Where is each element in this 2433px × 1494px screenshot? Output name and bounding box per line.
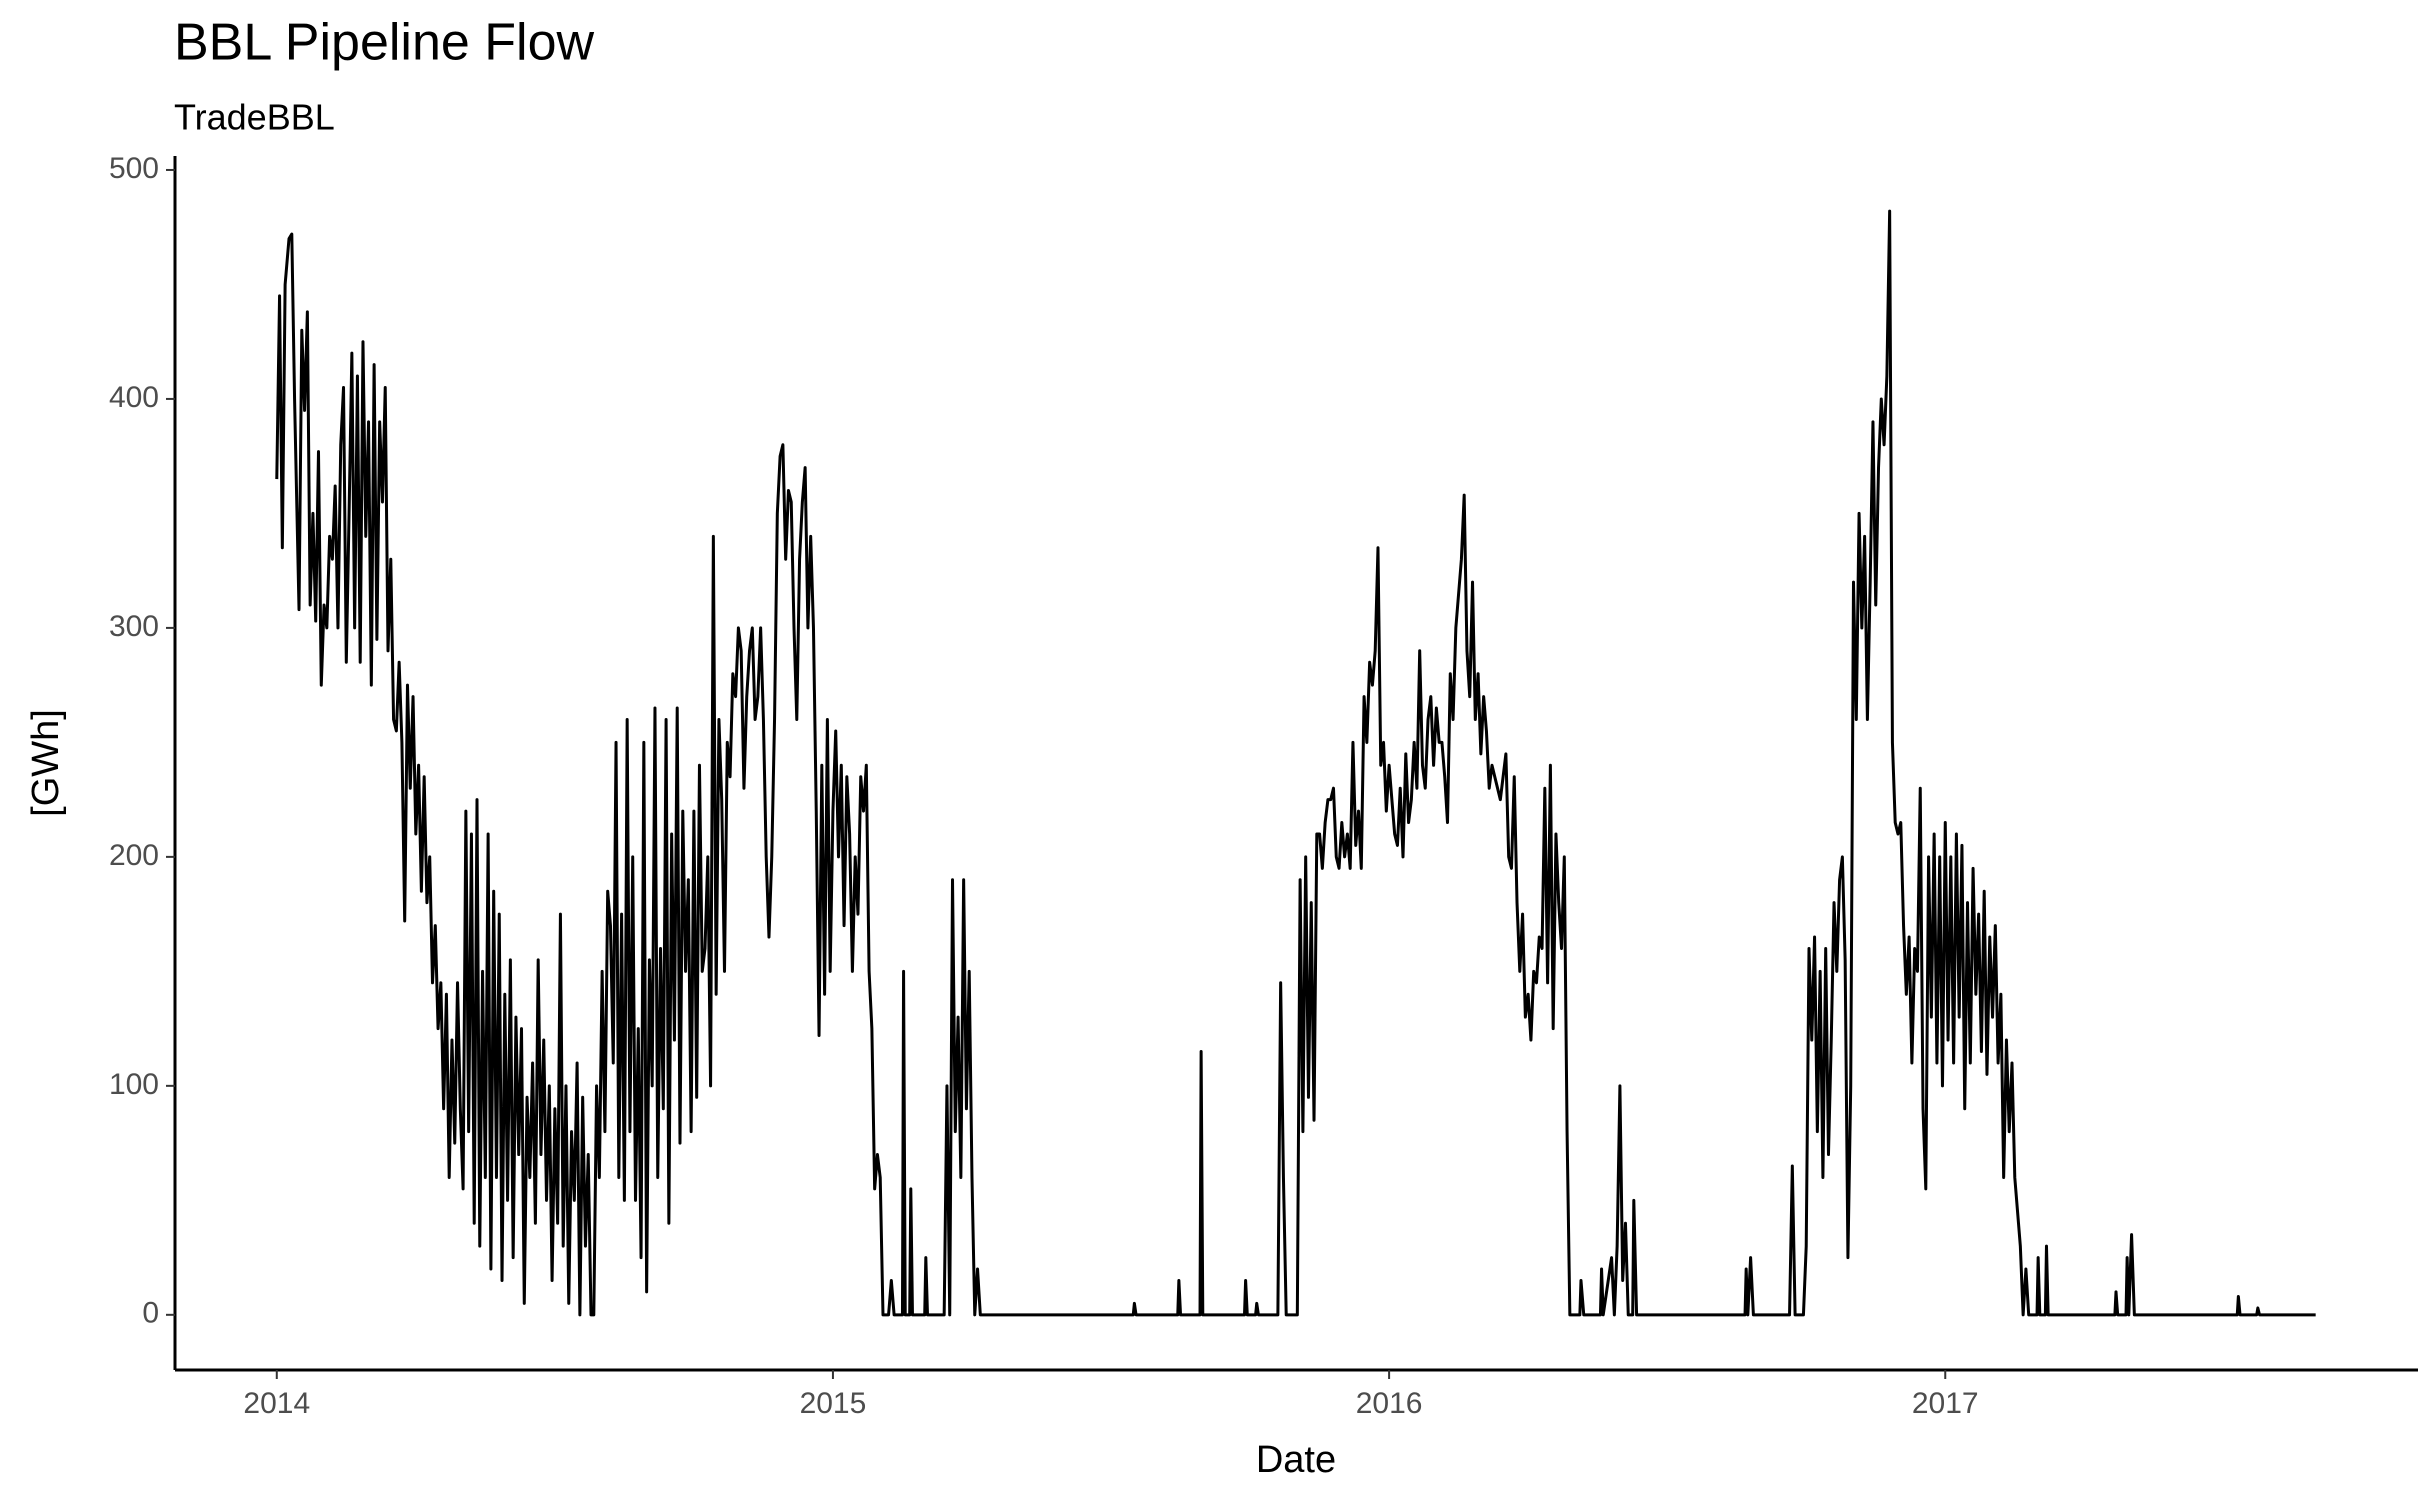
x-tick-label: 2014 bbox=[243, 1387, 310, 1420]
y-tick-label: 100 bbox=[109, 1068, 159, 1101]
x-tick-label: 2015 bbox=[800, 1387, 867, 1420]
y-tick-label: 200 bbox=[109, 839, 159, 872]
chart-subtitle: TradeBBL bbox=[174, 97, 335, 138]
chart-title: BBL Pipeline Flow bbox=[174, 14, 595, 72]
y-tick-label: 500 bbox=[109, 152, 159, 185]
x-tick-label: 2017 bbox=[1912, 1387, 1979, 1420]
x-axis-title: Date bbox=[1256, 1439, 1336, 1481]
data-line bbox=[275, 209, 2316, 1317]
y-tick-label: 300 bbox=[109, 610, 159, 643]
y-axis-title: [GWh] bbox=[25, 709, 67, 817]
y-tick-label: 0 bbox=[142, 1297, 159, 1330]
x-tick-label: 2016 bbox=[1356, 1387, 1423, 1420]
y-tick-label: 400 bbox=[109, 381, 159, 414]
